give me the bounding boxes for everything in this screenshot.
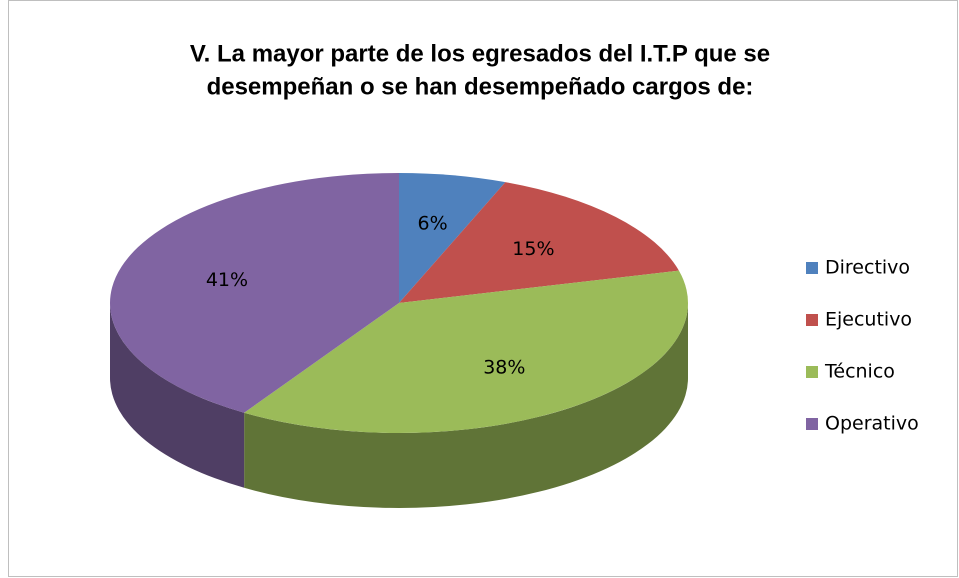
data-label: 15%: [512, 238, 554, 260]
pie-slice: [399, 173, 506, 303]
pie-slice: [244, 270, 688, 433]
legend-swatch: [806, 366, 818, 378]
chart-title: V. La mayor parte de los egresados del I…: [190, 40, 770, 67]
chart-title: desempeñan o se han desempeñado cargos d…: [207, 73, 754, 100]
legend-swatch: [806, 262, 818, 274]
pie-side: [244, 303, 688, 508]
legend-label: Directivo: [825, 257, 910, 279]
legend-label: Técnico: [824, 361, 895, 383]
legend-swatch: [806, 418, 818, 430]
pie-slice: [399, 182, 679, 303]
pie-side: [110, 303, 245, 488]
data-label: 38%: [483, 357, 525, 379]
data-label: 6%: [417, 212, 447, 234]
legend-label: Operativo: [825, 413, 919, 435]
legend-swatch: [806, 314, 818, 326]
pie-slice: [109, 173, 400, 413]
legend-label: Ejecutivo: [825, 309, 912, 331]
data-label: 41%: [206, 269, 248, 291]
